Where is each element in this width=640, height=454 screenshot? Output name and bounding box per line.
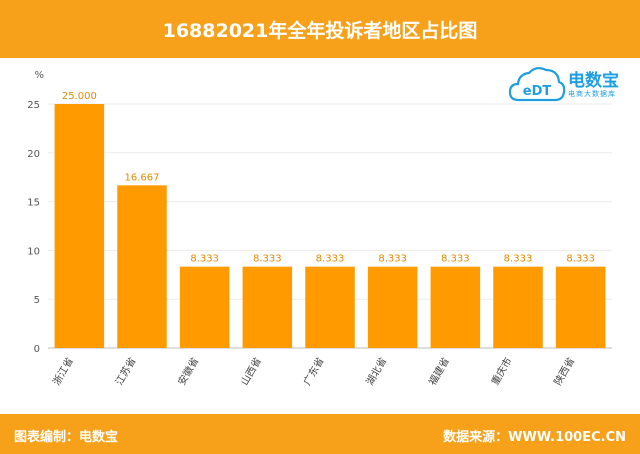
x-tick-label: 陕西省	[551, 355, 577, 387]
bar	[493, 266, 543, 348]
bar-value-label: 8.333	[566, 254, 595, 265]
footer-bar: 图表编制：电数宝 数据来源：WWW.100EC.CN	[0, 414, 640, 454]
logo: eDT 电数宝 电商大数据库	[508, 62, 638, 106]
cloud-logo-icon: eDT	[508, 66, 566, 102]
bar	[367, 266, 418, 348]
footer-credit: 图表编制：电数宝	[14, 430, 119, 445]
footer-source: 数据来源：WWW.100EC.CN	[443, 430, 626, 445]
x-tick-label: 湖北省	[363, 355, 389, 387]
bar	[430, 266, 481, 348]
bar	[54, 104, 105, 348]
bar	[179, 266, 230, 348]
title-bar: 16882021年全年投诉者地区占比图	[0, 0, 640, 58]
chart-title: 16882021年全年投诉者地区占比图	[162, 19, 478, 42]
bar-value-label: 25.000	[62, 91, 97, 102]
y-tick-label: 20	[27, 149, 40, 160]
bar-value-label: 8.333	[316, 254, 345, 265]
bar	[555, 266, 606, 348]
bar-value-label: 8.333	[504, 254, 533, 265]
y-tick-label: 10	[27, 246, 40, 257]
x-tick-label: 江苏省	[112, 355, 138, 387]
bar-value-label: 8.333	[441, 254, 470, 265]
y-tick-label: 5	[34, 295, 40, 306]
bar-value-label: 8.333	[253, 254, 282, 265]
y-tick-label: 25	[27, 100, 40, 111]
bar	[117, 185, 167, 348]
bar-chart: 0 5 10 15 20 25 % 25.000 16.667 8.333 8.333 8.333…	[27, 70, 612, 387]
x-tick-label: 广东省	[300, 355, 326, 387]
x-tick-label: 浙江省	[50, 355, 76, 387]
logo-brand: 电数宝	[568, 71, 619, 91]
x-tick-label: 福建省	[426, 355, 452, 387]
logo-subtitle: 电商大数据库	[568, 90, 616, 98]
y-axis-unit: %	[34, 70, 44, 81]
bar-value-label: 8.333	[190, 254, 219, 265]
bar-value-label: 16.667	[125, 172, 160, 183]
bar	[242, 266, 293, 348]
x-tick-label: 安徽省	[175, 355, 201, 387]
y-tick-label: 0	[34, 344, 40, 355]
x-tick-label: 重庆市	[488, 355, 514, 387]
y-tick-label: 15	[27, 198, 40, 209]
bar	[305, 266, 355, 348]
logo-icon-text: eDT	[523, 84, 552, 99]
bar-value-label: 8.333	[378, 254, 407, 265]
x-tick-label: 山西省	[238, 355, 264, 387]
